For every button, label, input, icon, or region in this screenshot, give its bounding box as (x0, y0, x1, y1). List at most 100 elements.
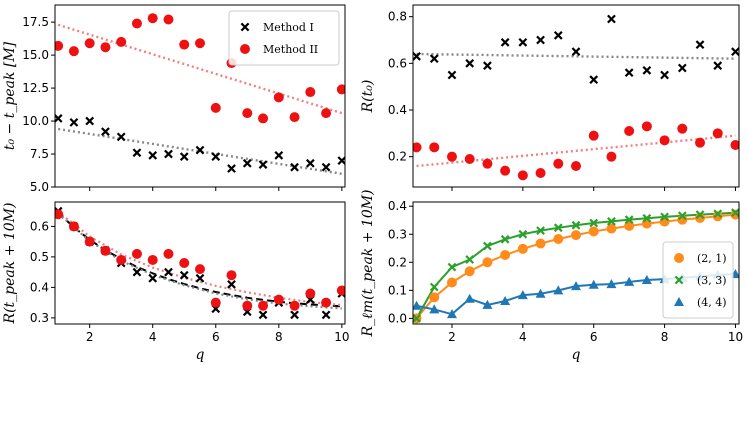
p4-point-s1-2 (447, 262, 457, 272)
p2-point-s1-6 (517, 170, 528, 181)
p4-point-s1-4 (483, 241, 492, 251)
p4-xtick-label: 2 (448, 330, 456, 344)
p1-point-s1-6 (147, 13, 158, 24)
p1-legend-marker-1 (240, 44, 250, 54)
p4-legend-label-0: (2, 1) (697, 252, 727, 265)
p3-point-s0-7 (164, 267, 173, 277)
p2-ytick-label: 0.4 (388, 103, 407, 117)
p1-point-s1-9 (195, 38, 205, 49)
p1-point-s1-2 (84, 38, 95, 49)
p2-point-s0-8 (553, 30, 563, 40)
panel-bottom-right: 2 4 6 8 10 0.0 0.1 0.2 0.3 0.4 R_ℓm(t_peak + 10M) q… (360, 189, 743, 363)
p2-point-s1-9 (571, 161, 581, 171)
panel-top-right: 0.2 0.4 0.6 0.8 R(t₀) (360, 4, 740, 191)
p1-point-s0-2 (85, 116, 95, 126)
p2-point-s1-0 (413, 142, 422, 153)
p2-point-s0-7 (536, 35, 545, 45)
p1-point-s1-0 (55, 40, 64, 51)
p4-point-s2-9 (571, 281, 581, 291)
p4-ytick-label: 0.1 (388, 283, 407, 297)
p2-point-s1-5 (500, 165, 511, 176)
p4-point-s1-17 (713, 209, 723, 219)
p4-point-s2-4 (482, 299, 493, 309)
p1-point-s0-16 (305, 158, 315, 168)
p2-point-s0-13 (642, 65, 652, 75)
p2-point-s0-16 (695, 40, 705, 50)
p2-point-s1-4 (482, 158, 493, 169)
p2-point-s0-1 (429, 54, 439, 64)
p1-ytick-label: 10.0 (22, 114, 49, 128)
p3-point-s1-0 (55, 209, 64, 220)
p1-legend-marker-0 (240, 22, 250, 32)
p4-point-s0-5 (500, 250, 511, 261)
p1-point-s1-16 (305, 87, 316, 98)
p4-point-s1-16 (695, 210, 705, 219)
p1-point-s1-7 (163, 14, 174, 25)
p2-point-s0-15 (677, 63, 687, 73)
p4-point-s1-7 (536, 226, 545, 235)
p4-point-s0-2 (446, 277, 457, 288)
p1-point-s1-15 (289, 112, 300, 123)
p3-point-s1-7 (163, 248, 174, 259)
p1-point-s0-12 (242, 158, 252, 168)
p4-ytick-label: 0.3 (388, 227, 407, 241)
p1-point-s0-15 (290, 162, 299, 172)
p4-point-s1-1 (429, 282, 439, 292)
p4-point-s1-5 (500, 234, 510, 244)
p4-point-s1-13 (642, 213, 652, 223)
p2-point-s1-18 (730, 140, 739, 150)
p2-fit-line-0 (416, 52, 736, 60)
p1-ytick-label: 12.5 (22, 81, 49, 95)
p3-point-s1-8 (179, 258, 190, 268)
p2-ytick-label: 0.8 (388, 10, 407, 24)
p4-point-s0-11 (606, 223, 617, 234)
p2-point-s0-3 (465, 58, 475, 68)
p4-point-s2-13 (641, 274, 652, 284)
p3-point-s1-13 (258, 300, 269, 311)
p3-point-s0-11 (227, 279, 236, 289)
p4-point-s1-9 (571, 220, 581, 230)
p3-point-s1-18 (336, 285, 345, 296)
p2-point-s0-9 (571, 47, 581, 57)
p3-point-s1-17 (321, 297, 332, 308)
p4-point-s0-8 (553, 234, 564, 245)
p4-point-s0-7 (535, 238, 546, 249)
p3-point-s1-14 (273, 294, 284, 305)
p4-point-s2-3 (464, 293, 475, 303)
p2-point-s1-7 (535, 168, 546, 178)
p1-axes-frame (54, 4, 346, 188)
p4-point-s1-11 (607, 216, 616, 226)
p3-point-s1-3 (100, 245, 111, 256)
p1-point-s1-1 (68, 46, 79, 57)
p3-point-s1-6 (147, 254, 158, 265)
p4-point-s2-2 (446, 309, 457, 319)
p4-point-s0-17 (712, 211, 723, 222)
p1-point-s0-8 (179, 152, 189, 162)
p2-point-s1-13 (641, 121, 652, 132)
p3-point-s1-1 (68, 221, 79, 232)
p1-point-s0-5 (132, 148, 142, 158)
p2-point-s0-11 (607, 14, 616, 24)
p4-point-s1-8 (553, 223, 563, 233)
p4-point-s2-10 (588, 279, 599, 289)
p1-point-s0-9 (195, 145, 205, 155)
p2-point-s1-17 (712, 128, 723, 139)
p1-legend: Method I Method II (228, 10, 340, 66)
panel-bottom-left: 2 4 6 8 10 0.3 0.4 0.5 0.6 R(t_peak + 10M) q (2, 201, 349, 363)
p4-point-s0-3 (464, 266, 475, 277)
p2-point-s1-15 (677, 123, 688, 134)
p1-point-s0-17 (321, 162, 331, 172)
p4-point-s1-0 (413, 314, 421, 323)
p1-point-s1-18 (336, 84, 345, 95)
p1-point-s0-7 (164, 149, 173, 159)
p4-ytick-label: 0.2 (388, 255, 407, 269)
p4-point-s1-15 (677, 211, 687, 221)
p4-legend-label-1: (3, 3) (697, 274, 727, 287)
p3-ytick-label: 0.6 (30, 219, 49, 233)
p1-ytick-label: 7.5 (30, 147, 49, 161)
p4-point-s1-14 (660, 212, 669, 222)
p3-fit-line-0 (57, 211, 342, 308)
p2-point-s0-6 (518, 37, 528, 47)
p4-point-s1-3 (465, 255, 475, 264)
p3-xtick-label: 8 (275, 330, 283, 344)
